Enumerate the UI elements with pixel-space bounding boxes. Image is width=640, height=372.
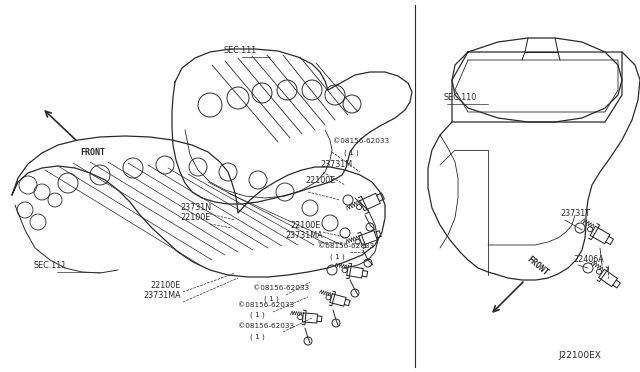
Text: SEC.110: SEC.110 [443,93,476,102]
Text: 22100E: 22100E [180,213,211,222]
Text: ( 1 ): ( 1 ) [250,333,265,340]
Text: SEC.111: SEC.111 [33,261,67,270]
Text: ( 1 ): ( 1 ) [330,254,345,260]
Text: FRONT: FRONT [525,255,550,278]
Text: ©08156-62033: ©08156-62033 [333,138,389,144]
Text: SEC.111: SEC.111 [223,46,257,55]
Text: 22406A: 22406A [573,255,604,264]
Text: 23731M: 23731M [320,160,352,169]
Text: 23731MA: 23731MA [285,231,323,240]
Text: FRONT: FRONT [80,148,105,157]
Text: ( 1 ): ( 1 ) [264,295,279,301]
Text: ©08156-62033: ©08156-62033 [318,243,374,249]
Text: 23731N: 23731N [180,203,211,212]
Text: J22100EX: J22100EX [559,351,602,360]
Text: ( 1 ): ( 1 ) [250,312,265,318]
Text: 22100E: 22100E [305,176,335,185]
Text: ©08156-62033: ©08156-62033 [238,302,294,308]
Text: 22100E: 22100E [150,281,180,290]
Text: ©08156-62033: ©08156-62033 [238,323,294,329]
Text: 22100E: 22100E [290,221,320,230]
Text: 23731T: 23731T [560,209,590,218]
Text: ( 1 ): ( 1 ) [344,149,359,155]
Text: ©08156-62033: ©08156-62033 [253,285,309,291]
Text: 23731MA: 23731MA [143,291,180,300]
